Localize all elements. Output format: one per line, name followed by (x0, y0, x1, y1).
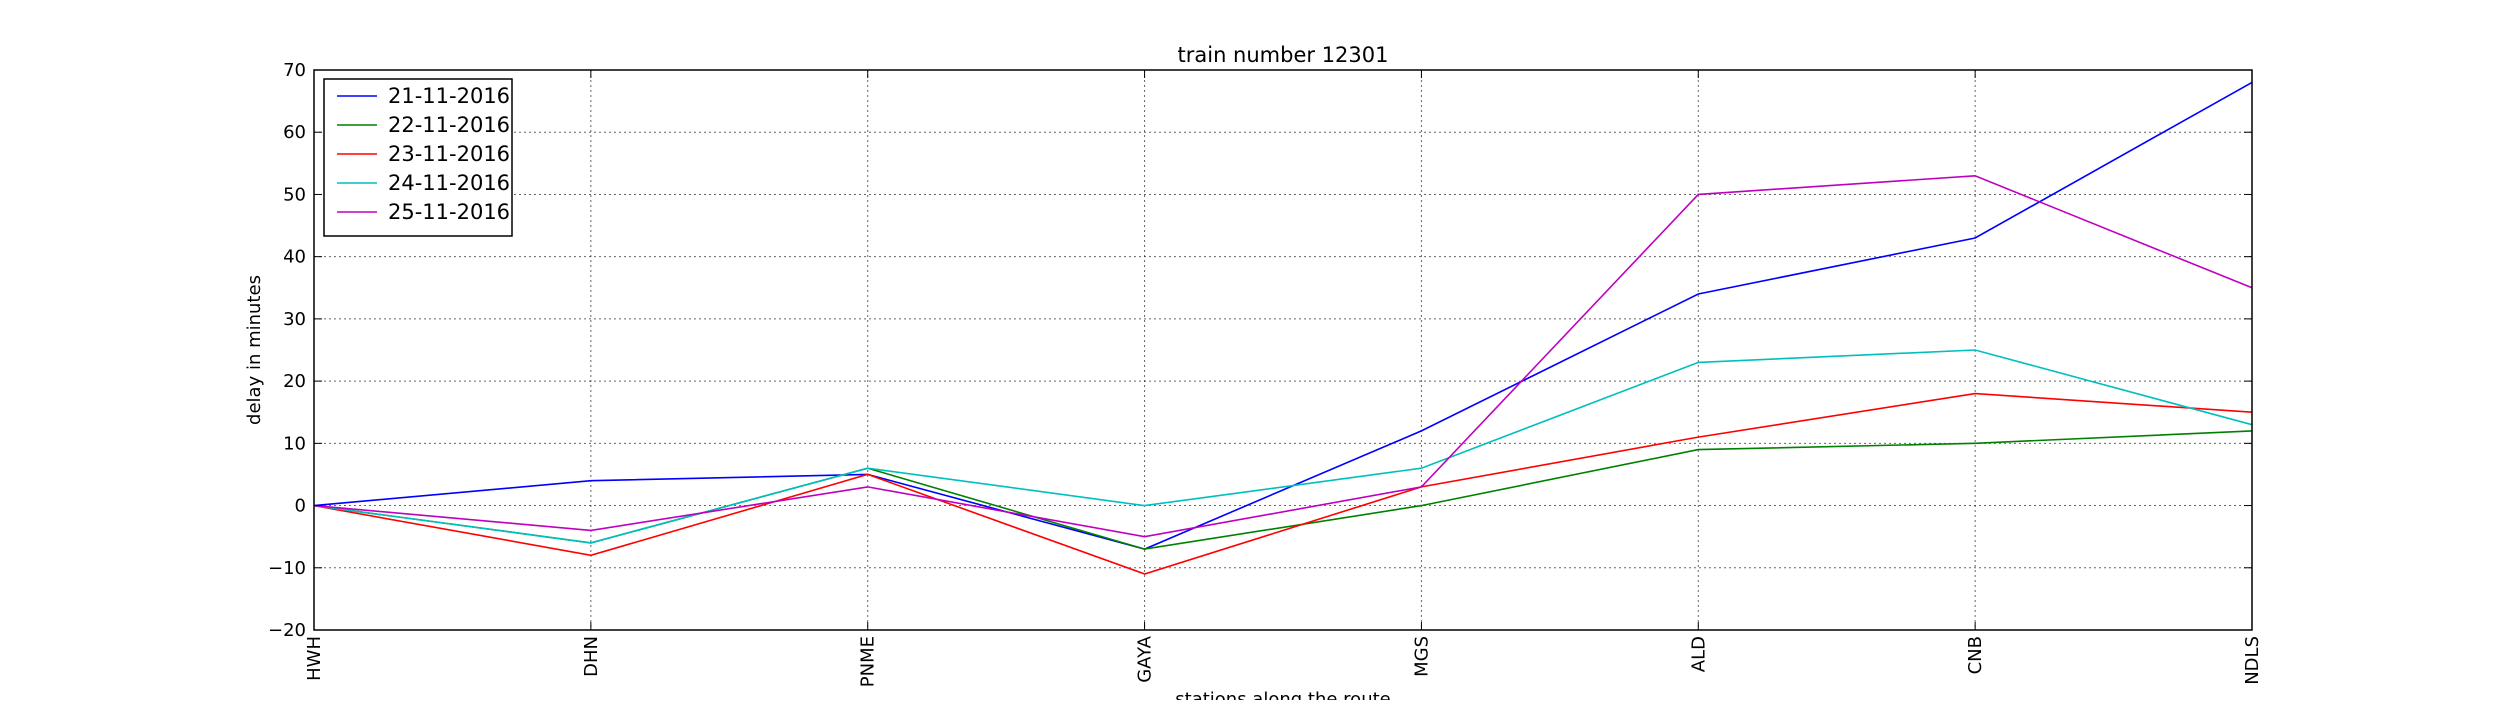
x-axis-label: stations along the route (1175, 689, 1390, 700)
legend-label: 21-11-2016 (388, 84, 510, 108)
series-lines (313, 81, 2253, 575)
y-tick-label: 60 (283, 122, 306, 143)
legend-label: 24-11-2016 (388, 171, 510, 195)
legend-box (323, 78, 513, 237)
y-tick-label: 40 (283, 247, 306, 268)
series-line-5 (313, 174, 2253, 538)
y-tick-label: 0 (295, 496, 306, 517)
y-axis-label: delay in minutes (244, 275, 265, 425)
y-tick-label: 70 (283, 60, 306, 81)
y-tick-label: 50 (283, 184, 306, 205)
x-tick-label: HWH (304, 636, 325, 681)
y-tick-label: 20 (283, 371, 306, 392)
series-line-4 (313, 349, 2253, 544)
x-tick-label: DHN (581, 636, 602, 677)
y-tick-label: −10 (268, 558, 306, 579)
plot-frame (313, 69, 2253, 631)
legend-label: 25-11-2016 (388, 200, 510, 224)
ticks: −20 −10 0 10 20 30 40 50 60 70 HWH DHN PNME GAYA MGS AL… (268, 60, 2263, 687)
y-tick-label: −20 (268, 620, 306, 641)
x-tick-label: MGS (1411, 636, 1432, 677)
series-line-3 (313, 392, 2253, 575)
chart-title: train number 12301 (1178, 43, 1389, 67)
legend-label: 23-11-2016 (388, 142, 510, 166)
legend-label: 22-11-2016 (388, 113, 510, 137)
x-tick-label: ALD (1688, 636, 1709, 672)
legend: 21-11-2016 22-11-2016 23-11-2016 24-11-2016… (323, 78, 513, 237)
x-tick-label: CNB (1965, 636, 1986, 674)
x-tick-label: PNME (858, 636, 879, 687)
x-tick-label: NDLS (2242, 636, 2263, 685)
y-tick-label: 10 (283, 433, 306, 454)
y-tick-label: 30 (283, 309, 306, 330)
series-line-1 (313, 81, 2253, 550)
x-tick-label: GAYA (1135, 635, 1156, 682)
